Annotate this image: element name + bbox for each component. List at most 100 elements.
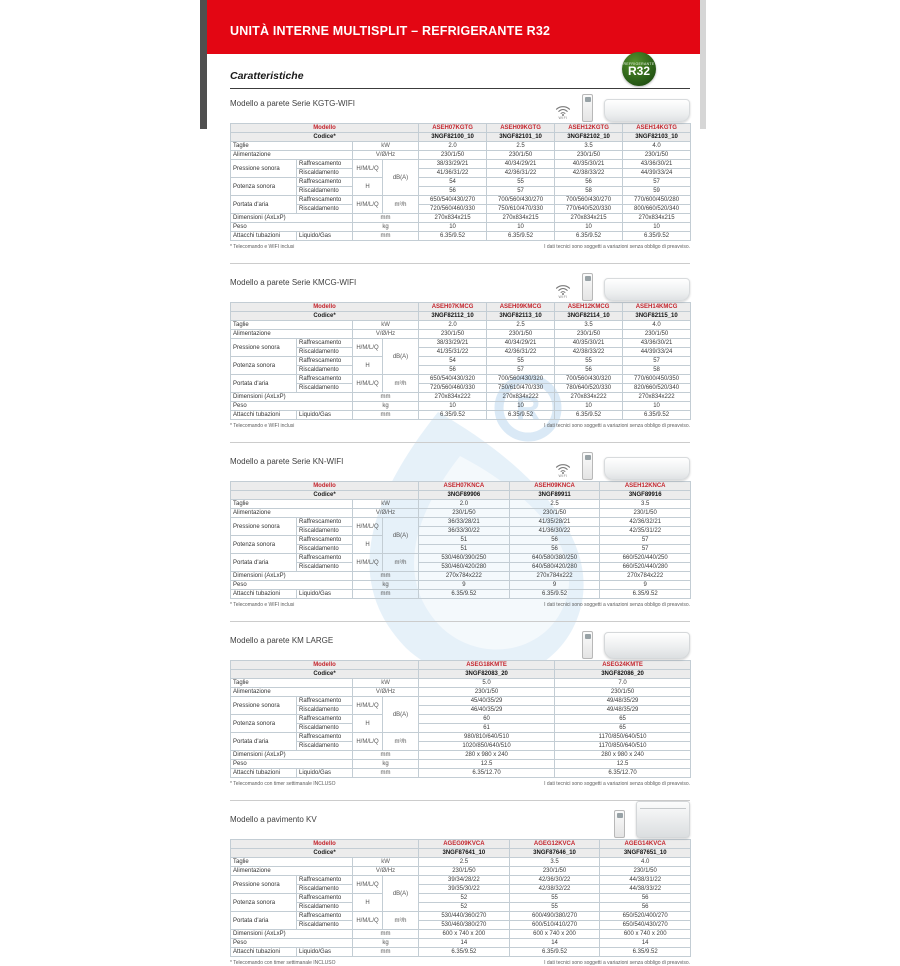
table-notes: * Telecomando e WIFI inclusi I dati tecn…	[230, 423, 690, 429]
table-row: Dimensioni (AxLxP) mm 270x784x222 270x784x2…	[230, 571, 692, 581]
spec-table: Modello ASEG18KMTE ASEG24KMTE Codice* 3NGF82…	[229, 660, 692, 778]
table-row: Taglie kW 2.0 2.5 3.5 4.0	[230, 320, 692, 330]
spec-value: 650/540/430/320	[418, 374, 488, 384]
table-row: Codice* 3NGF87641_10 3NGF87646_10 3NGF87651…	[229, 848, 692, 858]
section-head: Modello a pavimento KV	[230, 801, 690, 839]
spec-value: 4.0	[622, 141, 692, 151]
row-label: Dimensioni (AxLxP)	[230, 750, 353, 760]
section-title: Modello a parete Serie KMCG-WIFI	[230, 278, 357, 287]
row-label: Potenza sonora	[230, 535, 297, 554]
row-label: Riscaldamento	[296, 365, 353, 375]
spec-value: 41/35/31/22	[418, 347, 488, 357]
spec-value: 52	[418, 902, 510, 912]
table-row: Peso kg 12.5 12.5	[230, 759, 692, 769]
spec-value: 2.0	[418, 141, 488, 151]
spec-value: 3NGF89906	[418, 490, 510, 500]
table-row: Dimensioni (AxLxP) mm 280 x 980 x 240 280 x…	[230, 750, 692, 760]
spec-value: 3NGF82103_10	[622, 132, 692, 142]
row-label: kW	[351, 141, 420, 151]
section-head: Modello a parete KM LARGE	[230, 631, 690, 660]
section-title: Modello a pavimento KV	[230, 815, 317, 824]
spec-value: 56	[554, 177, 624, 187]
banner-title: UNITÀ INTERNE MULTISPLIT – REFRIGERANTE …	[230, 24, 551, 38]
spec-value: 57	[486, 186, 556, 196]
spec-value: 230/1/50	[599, 866, 692, 876]
row-label: Modello	[229, 660, 420, 670]
section-title: Modello a parete KM LARGE	[230, 636, 334, 645]
spec-value: 55	[486, 356, 556, 366]
table-row: Alimentazione V/Ø/Hz 230/1/50 230/1/50 230/1…	[230, 866, 692, 876]
spec-value: ASEH07KNCA	[418, 481, 510, 491]
spec-value: 3NGF82083_20	[418, 669, 556, 679]
spec-section: Modello a parete Serie KN-WIFI WIFI Mode…	[229, 442, 692, 608]
spec-section: Modello a parete Serie KMCG-WIFI WIFI Mo…	[229, 263, 692, 429]
table-row: Riscaldamento 41/36/31/22 42/36/31/22 42/38…	[231, 168, 692, 178]
row-label: Portata d'aria	[230, 374, 297, 393]
spec-value: ASEH09KNCA	[508, 481, 601, 491]
row-label: Attacchi tubazioni	[230, 231, 297, 241]
spec-value: 530/460/420/280	[418, 562, 510, 572]
spec-value: 230/1/50	[418, 150, 488, 160]
table-row: Riscaldamento 41/35/31/22 42/36/31/22 42/38…	[231, 347, 692, 357]
spec-value: 56	[599, 902, 692, 912]
wifi-icon: WIFI	[555, 284, 571, 299]
table-row: Peso kg 14 14 14	[230, 938, 692, 948]
spec-value: 10	[622, 222, 692, 232]
spec-value: 230/1/50	[622, 329, 692, 339]
row-label: H	[352, 356, 383, 375]
wall-unit-icon	[604, 99, 690, 122]
wifi-icon-label: WIFI	[558, 474, 568, 478]
table-row: Modello ASEH07KGTG ASEH09KGTG ASEH12KGTG ASE…	[229, 123, 692, 133]
table-row: Codice* 3NGF82100_10 3NGF82101_10 3NGF82102…	[229, 132, 692, 142]
row-label: Raffrescamento	[296, 893, 353, 903]
table-row: Potenza sonora Raffrescamento H 51 56 57	[230, 535, 692, 554]
spec-table: Modello ASEH07KNCA ASEH09KNCA ASEH12KNCA Cod…	[229, 481, 692, 599]
table-row: Riscaldamento 51 56 57	[231, 544, 692, 554]
spec-value: 720/560/460/330	[418, 383, 488, 393]
spec-value: 41/36/31/22	[418, 168, 488, 178]
row-label: Alimentazione	[230, 329, 353, 339]
row-label: Raffrescamento	[296, 177, 353, 187]
spec-value: 3NGF87646_10	[508, 848, 601, 858]
spec-value: 56	[418, 186, 488, 196]
spec-value: 55	[508, 893, 601, 903]
spec-value: 230/1/50	[486, 150, 556, 160]
spec-value: 3NGF82101_10	[486, 132, 556, 142]
row-label: Riscaldamento	[296, 562, 353, 572]
spec-value: 2.5	[508, 499, 601, 509]
row-label: Riscaldamento	[296, 920, 353, 930]
spec-value: 39/34/28/22	[418, 875, 510, 885]
spec-value: 57	[599, 544, 692, 554]
spec-value: 1020/850/640/510	[418, 741, 556, 751]
spec-value: 10	[554, 401, 624, 411]
spec-value: 640/580/380/250	[508, 553, 601, 563]
spec-value: 44/39/33/24	[622, 347, 692, 357]
spec-value: 530/440/360/270	[418, 911, 510, 921]
spec-value: 7.0	[554, 678, 692, 688]
spec-value: 2.5	[418, 857, 510, 867]
spec-value: 2.5	[486, 320, 556, 330]
spec-value: 230/1/50	[554, 150, 624, 160]
table-row: Modello ASEH07KMCG ASEH09KMCG ASEH12KMCG ASE…	[229, 302, 692, 312]
row-label: Dimensioni (AxLxP)	[230, 571, 353, 581]
section-icons: WIFI	[555, 452, 690, 480]
spec-value: 1170/850/640/510	[554, 741, 692, 751]
spec-value: 42/36/31/22	[486, 347, 556, 357]
page-heading: Caratteristiche	[230, 70, 690, 89]
row-label: Dimensioni (AxLxP)	[230, 929, 353, 939]
spec-value: 230/1/50	[508, 866, 601, 876]
spec-value: 3NGF82112_10	[418, 311, 488, 321]
table-row: Potenza sonora Raffrescamento H 52 55 56	[230, 893, 692, 912]
row-label: Attacchi tubazioni	[230, 768, 297, 778]
spec-value: 10	[486, 401, 556, 411]
spec-value: 6.35/9.52	[418, 410, 488, 420]
spec-value: 780/640/520/330	[554, 383, 624, 393]
spec-table: Modello AGEG09KVCA AGEG12KVCA AGEG14KVCA Cod…	[229, 839, 692, 957]
table-row: Peso kg 10 10 10 10	[230, 401, 692, 411]
row-label: H	[352, 714, 383, 733]
row-label: Riscaldamento	[296, 347, 353, 357]
remote-icon	[582, 631, 593, 659]
row-label: m³/h	[381, 553, 420, 572]
spec-value: ASEH12KMCG	[554, 302, 624, 312]
spec-value: 230/1/50	[622, 150, 692, 160]
